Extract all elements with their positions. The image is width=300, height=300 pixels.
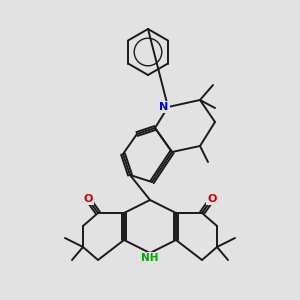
Text: NH: NH (141, 253, 159, 263)
Text: N: N (159, 102, 169, 112)
Text: O: O (207, 194, 217, 204)
Text: O: O (83, 194, 93, 204)
